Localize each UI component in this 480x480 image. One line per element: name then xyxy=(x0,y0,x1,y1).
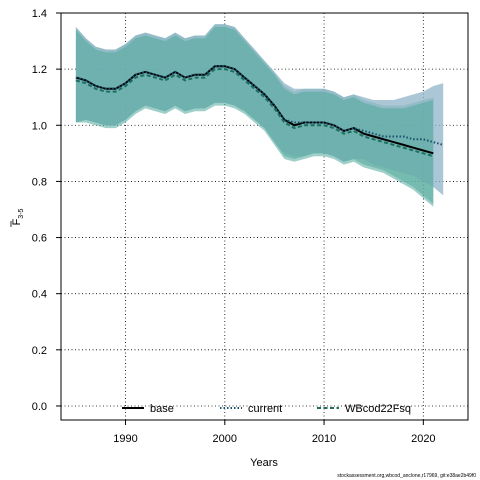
x-tick-label: 2010 xyxy=(312,433,336,445)
x-tick-label: 2020 xyxy=(411,433,435,445)
y-tick-label: 0.4 xyxy=(32,289,47,301)
x-tick-label: 1990 xyxy=(113,433,137,445)
x-axis-ticks: 1990 2000 2010 2020 xyxy=(113,420,436,445)
legend-label-current: current xyxy=(248,403,282,415)
y-tick-label: 0.2 xyxy=(32,345,47,357)
y-tick-label: 1.4 xyxy=(32,8,47,20)
y-axis-ticks: 0.0 0.2 0.4 0.6 0.8 1.0 1.2 1.4 xyxy=(32,8,61,413)
legend-label-base: base xyxy=(150,403,174,415)
y-axis-title-main: F xyxy=(11,218,23,225)
band-wbcod22fsq xyxy=(75,27,434,207)
y-tick-label: 0.0 xyxy=(32,401,47,413)
y-tick-label: 1.2 xyxy=(32,64,47,76)
y-axis-title: F3-5 xyxy=(10,208,25,227)
confidence-bands xyxy=(75,24,444,207)
series-lines xyxy=(75,65,444,158)
x-axis-title: Years xyxy=(250,457,278,469)
x-tick-label: 2000 xyxy=(213,433,237,445)
y-tick-label: 1.0 xyxy=(32,120,47,132)
plot-frame xyxy=(60,12,469,421)
legend: base current WBcod22Fsq xyxy=(122,403,411,415)
y-tick-label: 0.8 xyxy=(32,176,47,188)
legend-label-wbcod22fsq: WBcod22Fsq xyxy=(345,403,411,415)
footer-credit: stockassessment.org,wbcod_anclone,r17969… xyxy=(337,473,476,479)
svg-text:F3-5: F3-5 xyxy=(11,208,25,225)
y-axis-title-sub: 3-5 xyxy=(18,208,25,218)
line-wbcod22fsq xyxy=(75,68,434,158)
y-tick-label: 0.6 xyxy=(32,233,47,245)
